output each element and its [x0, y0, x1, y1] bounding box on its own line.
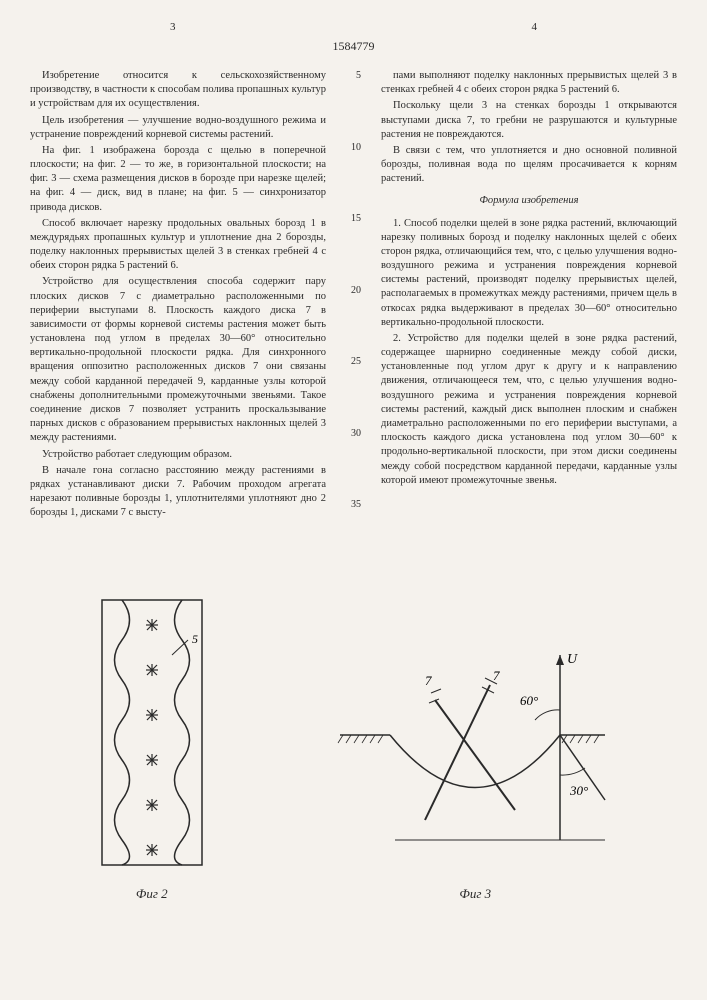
ref-7a: 7	[425, 673, 432, 688]
figures-container: 5 Фиг 2 U 7	[30, 595, 677, 903]
column-left: Изобретение относится к сельскохозяйстве…	[30, 69, 326, 570]
line-marker: 15	[346, 212, 361, 226]
paragraph: пами выполняют поделку наклонных прерыви…	[381, 69, 677, 97]
angle-60: 60°	[520, 693, 538, 708]
ref-7b: 7	[493, 668, 500, 683]
line-marker: 10	[346, 141, 361, 155]
page-numbers: 3 4	[30, 20, 677, 35]
axis-u: U	[567, 652, 578, 667]
figure-3: U 7 7 60° 3	[335, 645, 615, 903]
paragraph: Устройство для осуществления способа сод…	[30, 275, 326, 445]
fig3-label: Фиг 3	[335, 885, 615, 903]
text-columns: Изобретение относится к сельскохозяйстве…	[30, 69, 677, 570]
paragraph: Способ включает нарезку продольных оваль…	[30, 217, 326, 274]
page-left: 3	[170, 20, 176, 35]
line-marker: 35	[346, 498, 361, 512]
paragraph: В связи с тем, что уплотняется и дно осн…	[381, 144, 677, 187]
column-right: пами выполняют поделку наклонных прерыви…	[381, 69, 677, 570]
line-marker: 20	[346, 284, 361, 298]
line-numbers: 5 10 15 20 25 30 35	[346, 69, 361, 570]
paragraph: Изобретение относится к сельскохозяйстве…	[30, 69, 326, 112]
formula-title: Формула изобретения	[381, 194, 677, 208]
figure-2-svg: 5	[92, 595, 212, 875]
paragraph: В начале гона согласно расстоянию между …	[30, 464, 326, 521]
page-right: 4	[532, 20, 538, 35]
line-marker: 30	[346, 427, 361, 441]
paragraph: Устройство работает следующим образом.	[30, 448, 326, 462]
figure-2: 5 Фиг 2	[92, 595, 212, 903]
paragraph: Цель изобретения — улучшение водно-возду…	[30, 114, 326, 142]
paragraph: На фиг. 1 изображена борозда с щелью в п…	[30, 144, 326, 215]
fig2-label: Фиг 2	[92, 885, 212, 903]
line-marker: 25	[346, 355, 361, 369]
figure-3-svg: U 7 7 60° 3	[335, 645, 615, 875]
angle-30: 30°	[569, 783, 588, 798]
patent-number: 1584779	[30, 38, 677, 54]
paragraph: 2. Устройство для поделки щелей в зоне р…	[381, 332, 677, 488]
paragraph: Поскольку щели 3 на стенках борозды 1 от…	[381, 99, 677, 142]
line-marker: 5	[346, 69, 361, 83]
page-header: 3 4 1584779	[30, 20, 677, 54]
ref-5: 5	[192, 632, 198, 646]
paragraph: 1. Способ поделки щелей в зоне рядка рас…	[381, 217, 677, 330]
